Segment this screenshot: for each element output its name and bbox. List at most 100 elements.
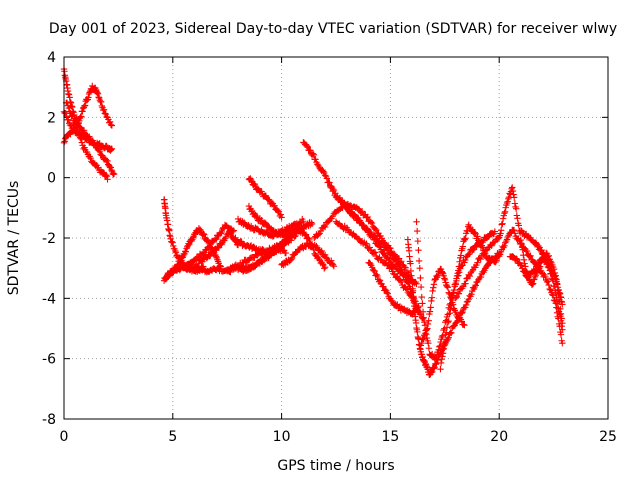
data-point xyxy=(435,346,442,354)
data-point xyxy=(102,110,109,118)
data-point xyxy=(502,237,510,245)
data-point xyxy=(80,127,88,134)
y-tick-label: -4 xyxy=(42,291,56,307)
data-point xyxy=(466,250,473,258)
data-point xyxy=(320,168,327,175)
data-point xyxy=(520,251,527,259)
data-point xyxy=(430,281,438,288)
data-point xyxy=(103,171,110,179)
data-point xyxy=(452,309,459,316)
data-point xyxy=(445,334,452,341)
data-point xyxy=(410,293,417,300)
data-point xyxy=(103,173,111,180)
data-point xyxy=(418,293,425,301)
data-point xyxy=(209,238,217,246)
data-point xyxy=(553,297,561,304)
data-point xyxy=(344,204,352,212)
data-point xyxy=(329,261,337,268)
data-point xyxy=(420,314,427,321)
data-point xyxy=(98,98,105,106)
data-point xyxy=(443,282,451,290)
data-point xyxy=(408,279,416,286)
data-point xyxy=(300,218,307,225)
data-point xyxy=(419,308,427,316)
data-point xyxy=(546,285,553,293)
data-point xyxy=(78,139,86,146)
series-arc-g xyxy=(163,225,224,281)
data-point xyxy=(446,290,453,298)
data-point xyxy=(389,251,396,258)
data-point xyxy=(169,239,176,246)
data-point xyxy=(170,242,177,250)
data-point xyxy=(108,145,116,153)
series-arc-x xyxy=(417,265,468,349)
data-point xyxy=(504,198,511,205)
data-point xyxy=(307,147,314,154)
series-arc-aa xyxy=(506,251,566,333)
data-point xyxy=(287,256,295,263)
data-point xyxy=(460,235,468,243)
data-point xyxy=(315,231,322,238)
data-point xyxy=(439,350,447,357)
data-point xyxy=(532,266,539,274)
data-point xyxy=(302,231,310,238)
data-point xyxy=(448,302,455,309)
data-point xyxy=(475,238,483,246)
data-point xyxy=(109,169,116,177)
plot-frame xyxy=(63,56,609,420)
data-point xyxy=(189,234,197,241)
data-point xyxy=(312,156,319,163)
data-point xyxy=(548,264,555,271)
data-point xyxy=(376,277,384,284)
data-point xyxy=(110,170,118,177)
data-point xyxy=(323,175,331,182)
data-point xyxy=(479,244,486,251)
data-point xyxy=(81,102,88,110)
data-point xyxy=(454,270,461,277)
data-point xyxy=(413,218,420,226)
data-point xyxy=(510,191,517,198)
data-point xyxy=(418,336,426,343)
data-point xyxy=(65,90,72,98)
x-tick-label: 10 xyxy=(273,429,291,445)
data-point xyxy=(526,253,533,260)
data-point xyxy=(401,271,408,278)
data-point xyxy=(542,273,549,281)
data-point xyxy=(413,227,421,235)
data-point xyxy=(425,339,432,347)
data-point xyxy=(110,171,117,178)
data-point xyxy=(512,205,520,212)
data-point xyxy=(407,260,414,267)
data-point xyxy=(497,230,504,237)
data-point xyxy=(199,267,206,274)
data-point xyxy=(443,324,451,331)
data-point xyxy=(185,241,193,248)
data-point xyxy=(468,267,476,275)
data-point xyxy=(352,213,359,220)
data-point xyxy=(63,99,71,107)
data-point xyxy=(555,305,562,312)
data-point xyxy=(555,308,563,315)
data-point xyxy=(456,258,463,265)
data-point xyxy=(462,235,469,242)
data-point xyxy=(419,315,427,323)
data-point xyxy=(546,260,553,268)
data-point xyxy=(106,163,113,170)
data-point xyxy=(321,172,329,179)
data-point xyxy=(514,215,521,222)
data-point xyxy=(173,264,180,271)
data-point xyxy=(475,237,482,244)
data-point xyxy=(470,246,478,253)
data-point xyxy=(263,227,271,235)
data-point xyxy=(453,319,460,326)
data-points xyxy=(60,65,566,379)
data-point xyxy=(321,265,328,272)
data-point xyxy=(444,284,452,291)
data-point xyxy=(424,320,432,328)
data-point xyxy=(510,226,518,234)
data-point xyxy=(434,272,442,279)
data-point xyxy=(503,199,511,207)
data-point xyxy=(425,345,433,352)
data-point xyxy=(547,286,554,294)
data-point xyxy=(226,227,233,235)
